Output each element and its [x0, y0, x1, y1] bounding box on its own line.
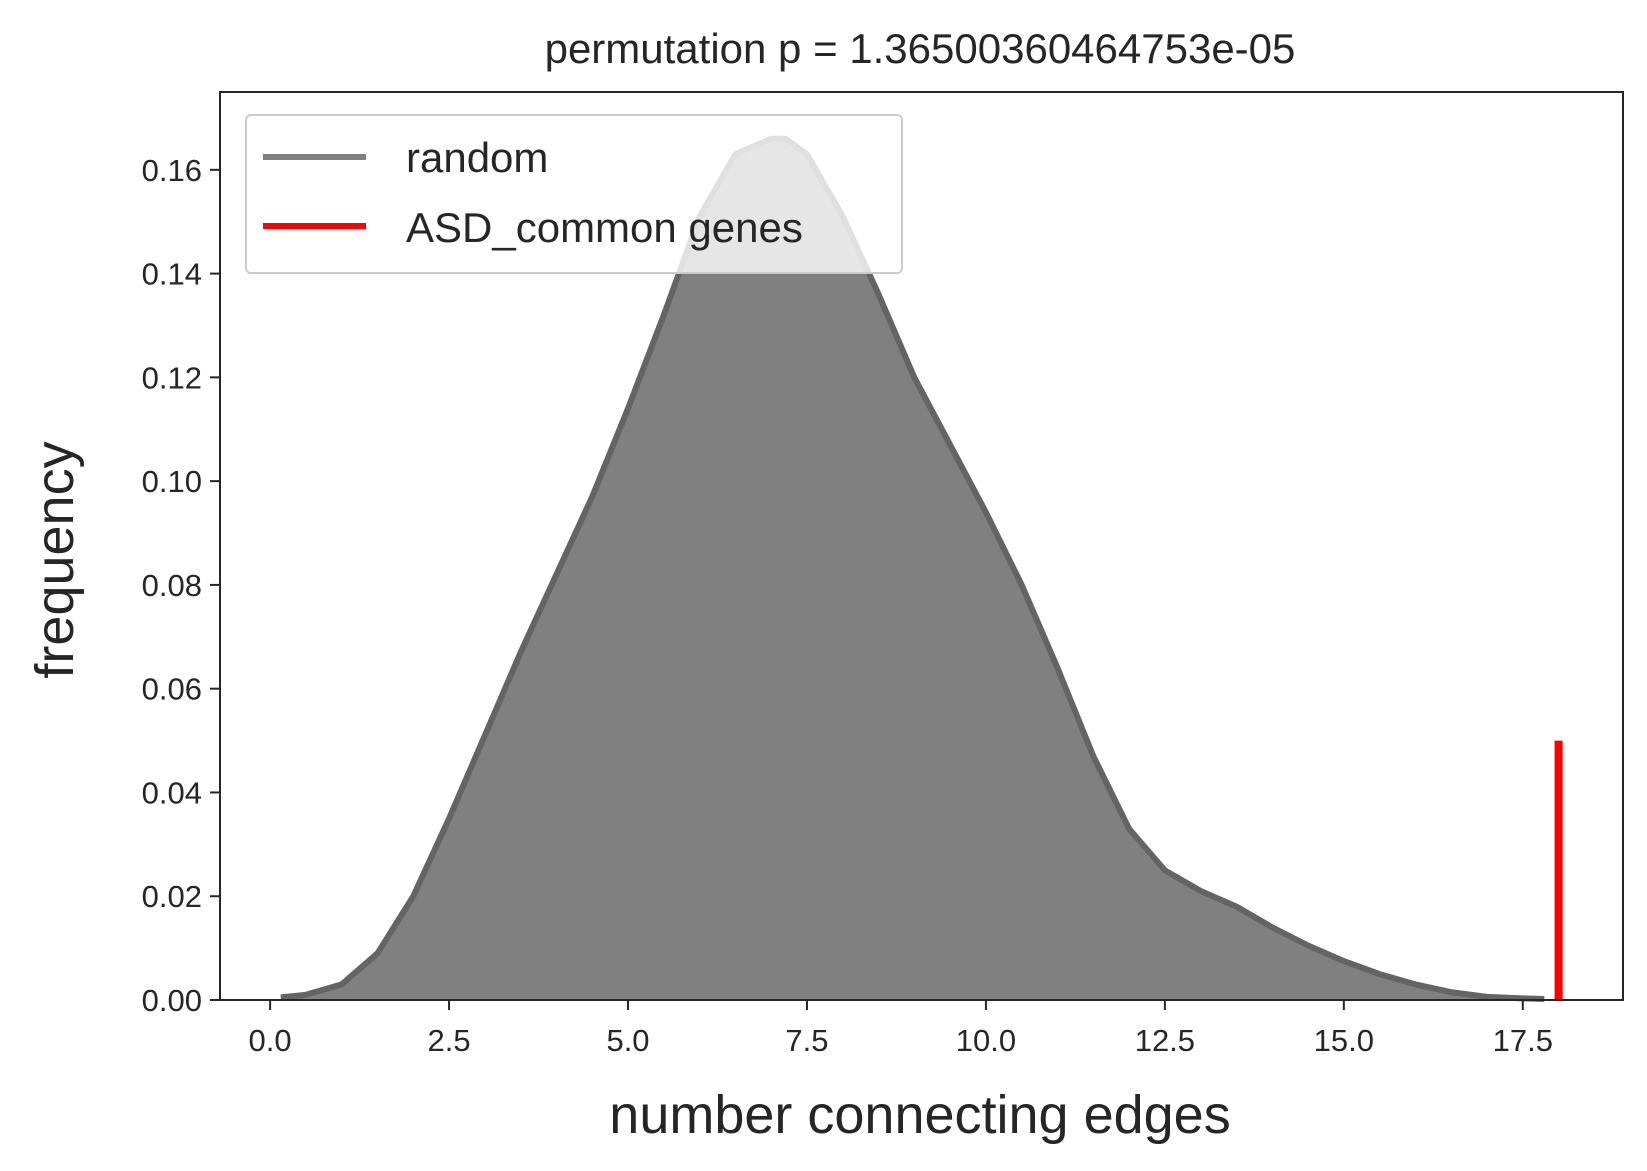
density-line-random	[280, 135, 1545, 1002]
x-tick-label: 15.0	[1314, 1023, 1374, 1058]
chart-title: permutation p = 1.36500360464753e-05	[545, 25, 1296, 72]
y-tick-label: 0.04	[142, 775, 202, 810]
y-tick-label: 0.12	[142, 360, 202, 395]
y-tick-label: 0.00	[142, 983, 202, 1018]
y-axis-label: frequency	[25, 441, 85, 678]
x-axis-label: number connecting edges	[609, 1085, 1230, 1145]
legend-label-asd-common-genes: ASD_common genes	[406, 204, 803, 251]
plot-area	[280, 135, 1563, 1002]
x-tick-label: 17.5	[1493, 1023, 1553, 1058]
legend: random ASD_common genes	[245, 114, 903, 274]
y-tick-label: 0.06	[142, 672, 202, 707]
y-tick-label: 0.10	[142, 464, 202, 499]
x-tick-label: 2.5	[428, 1023, 471, 1058]
plot-frame	[219, 91, 1624, 1001]
density-area-random	[280, 138, 1545, 1000]
x-tick-label: 12.5	[1135, 1023, 1195, 1058]
y-tick-label: 0.08	[142, 568, 202, 603]
x-tick-label: 7.5	[785, 1023, 828, 1058]
x-axis: 0.0 2.5 5.0 7.5 10.0 12.5 15.0 17.5	[249, 1000, 1553, 1058]
legend-label-random: random	[406, 134, 548, 181]
x-tick-label: 0.0	[249, 1023, 292, 1058]
x-tick-label: 5.0	[606, 1023, 649, 1058]
x-tick-label: 10.0	[956, 1023, 1016, 1058]
y-axis: 0.00 0.02 0.04 0.06 0.08 0.10 0.12 0.14 0.16	[142, 153, 220, 1018]
y-tick-label: 0.14	[142, 257, 202, 292]
y-tick-label: 0.02	[142, 879, 202, 914]
y-tick-label: 0.16	[142, 153, 202, 188]
legend-box	[245, 114, 903, 274]
